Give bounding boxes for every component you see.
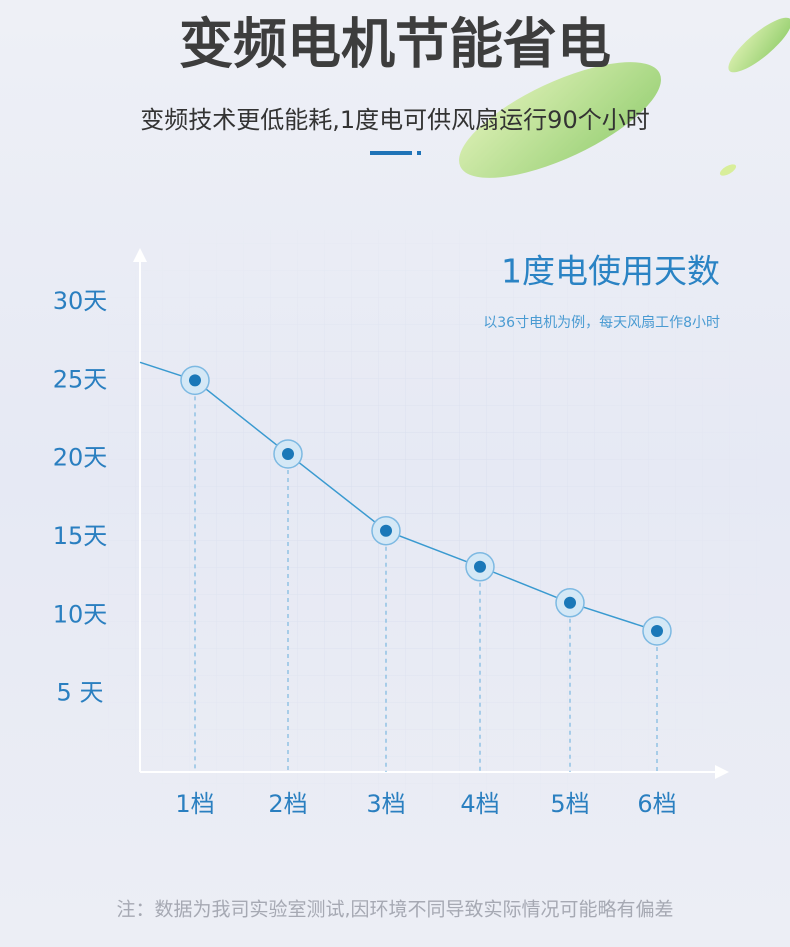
y-tick-label: 15天: [53, 522, 108, 550]
footnote: 注：数据为我司实验室测试,因环境不同导致实际情况可能略有偏差: [116, 899, 673, 921]
x-tick-label: 1档: [175, 790, 214, 818]
chart-title: 1度电使用天数: [501, 252, 720, 291]
divider: [417, 151, 421, 155]
leaf: [728, 17, 790, 73]
y-axis-arrow: [133, 248, 147, 262]
point: [380, 524, 392, 537]
grid-pattern: [100, 230, 760, 810]
point: [474, 560, 486, 573]
x-axis-arrow: [715, 765, 729, 779]
divider: [370, 151, 412, 155]
series-line: [194, 379, 658, 632]
leaf: [719, 164, 737, 176]
point: [189, 374, 201, 387]
x-tick-label: 6档: [637, 790, 676, 818]
x-tick-label: 5档: [550, 790, 589, 818]
point: [282, 447, 294, 460]
y-tick-label: 30天: [53, 287, 108, 315]
y-tick-label: 10天: [53, 600, 108, 628]
y-tick-label: 5 天: [57, 679, 104, 707]
leaf: [459, 62, 661, 178]
page-subtitle: 变频技术更低能耗,1度电可供风扇运行90个小时: [140, 106, 649, 134]
point: [564, 596, 576, 609]
x-tick-label: 2档: [268, 790, 307, 818]
page-title: 变频电机节能省电: [179, 13, 611, 76]
chart-subtitle: 以36寸电机为例，每天风扇工作8小时: [483, 315, 720, 331]
point: [651, 625, 663, 637]
x-tick-label: 3档: [366, 790, 405, 818]
y-tick-label: 20天: [53, 444, 108, 472]
y-tick-label: 25天: [53, 365, 108, 393]
x-tick-label: 4档: [460, 790, 499, 818]
